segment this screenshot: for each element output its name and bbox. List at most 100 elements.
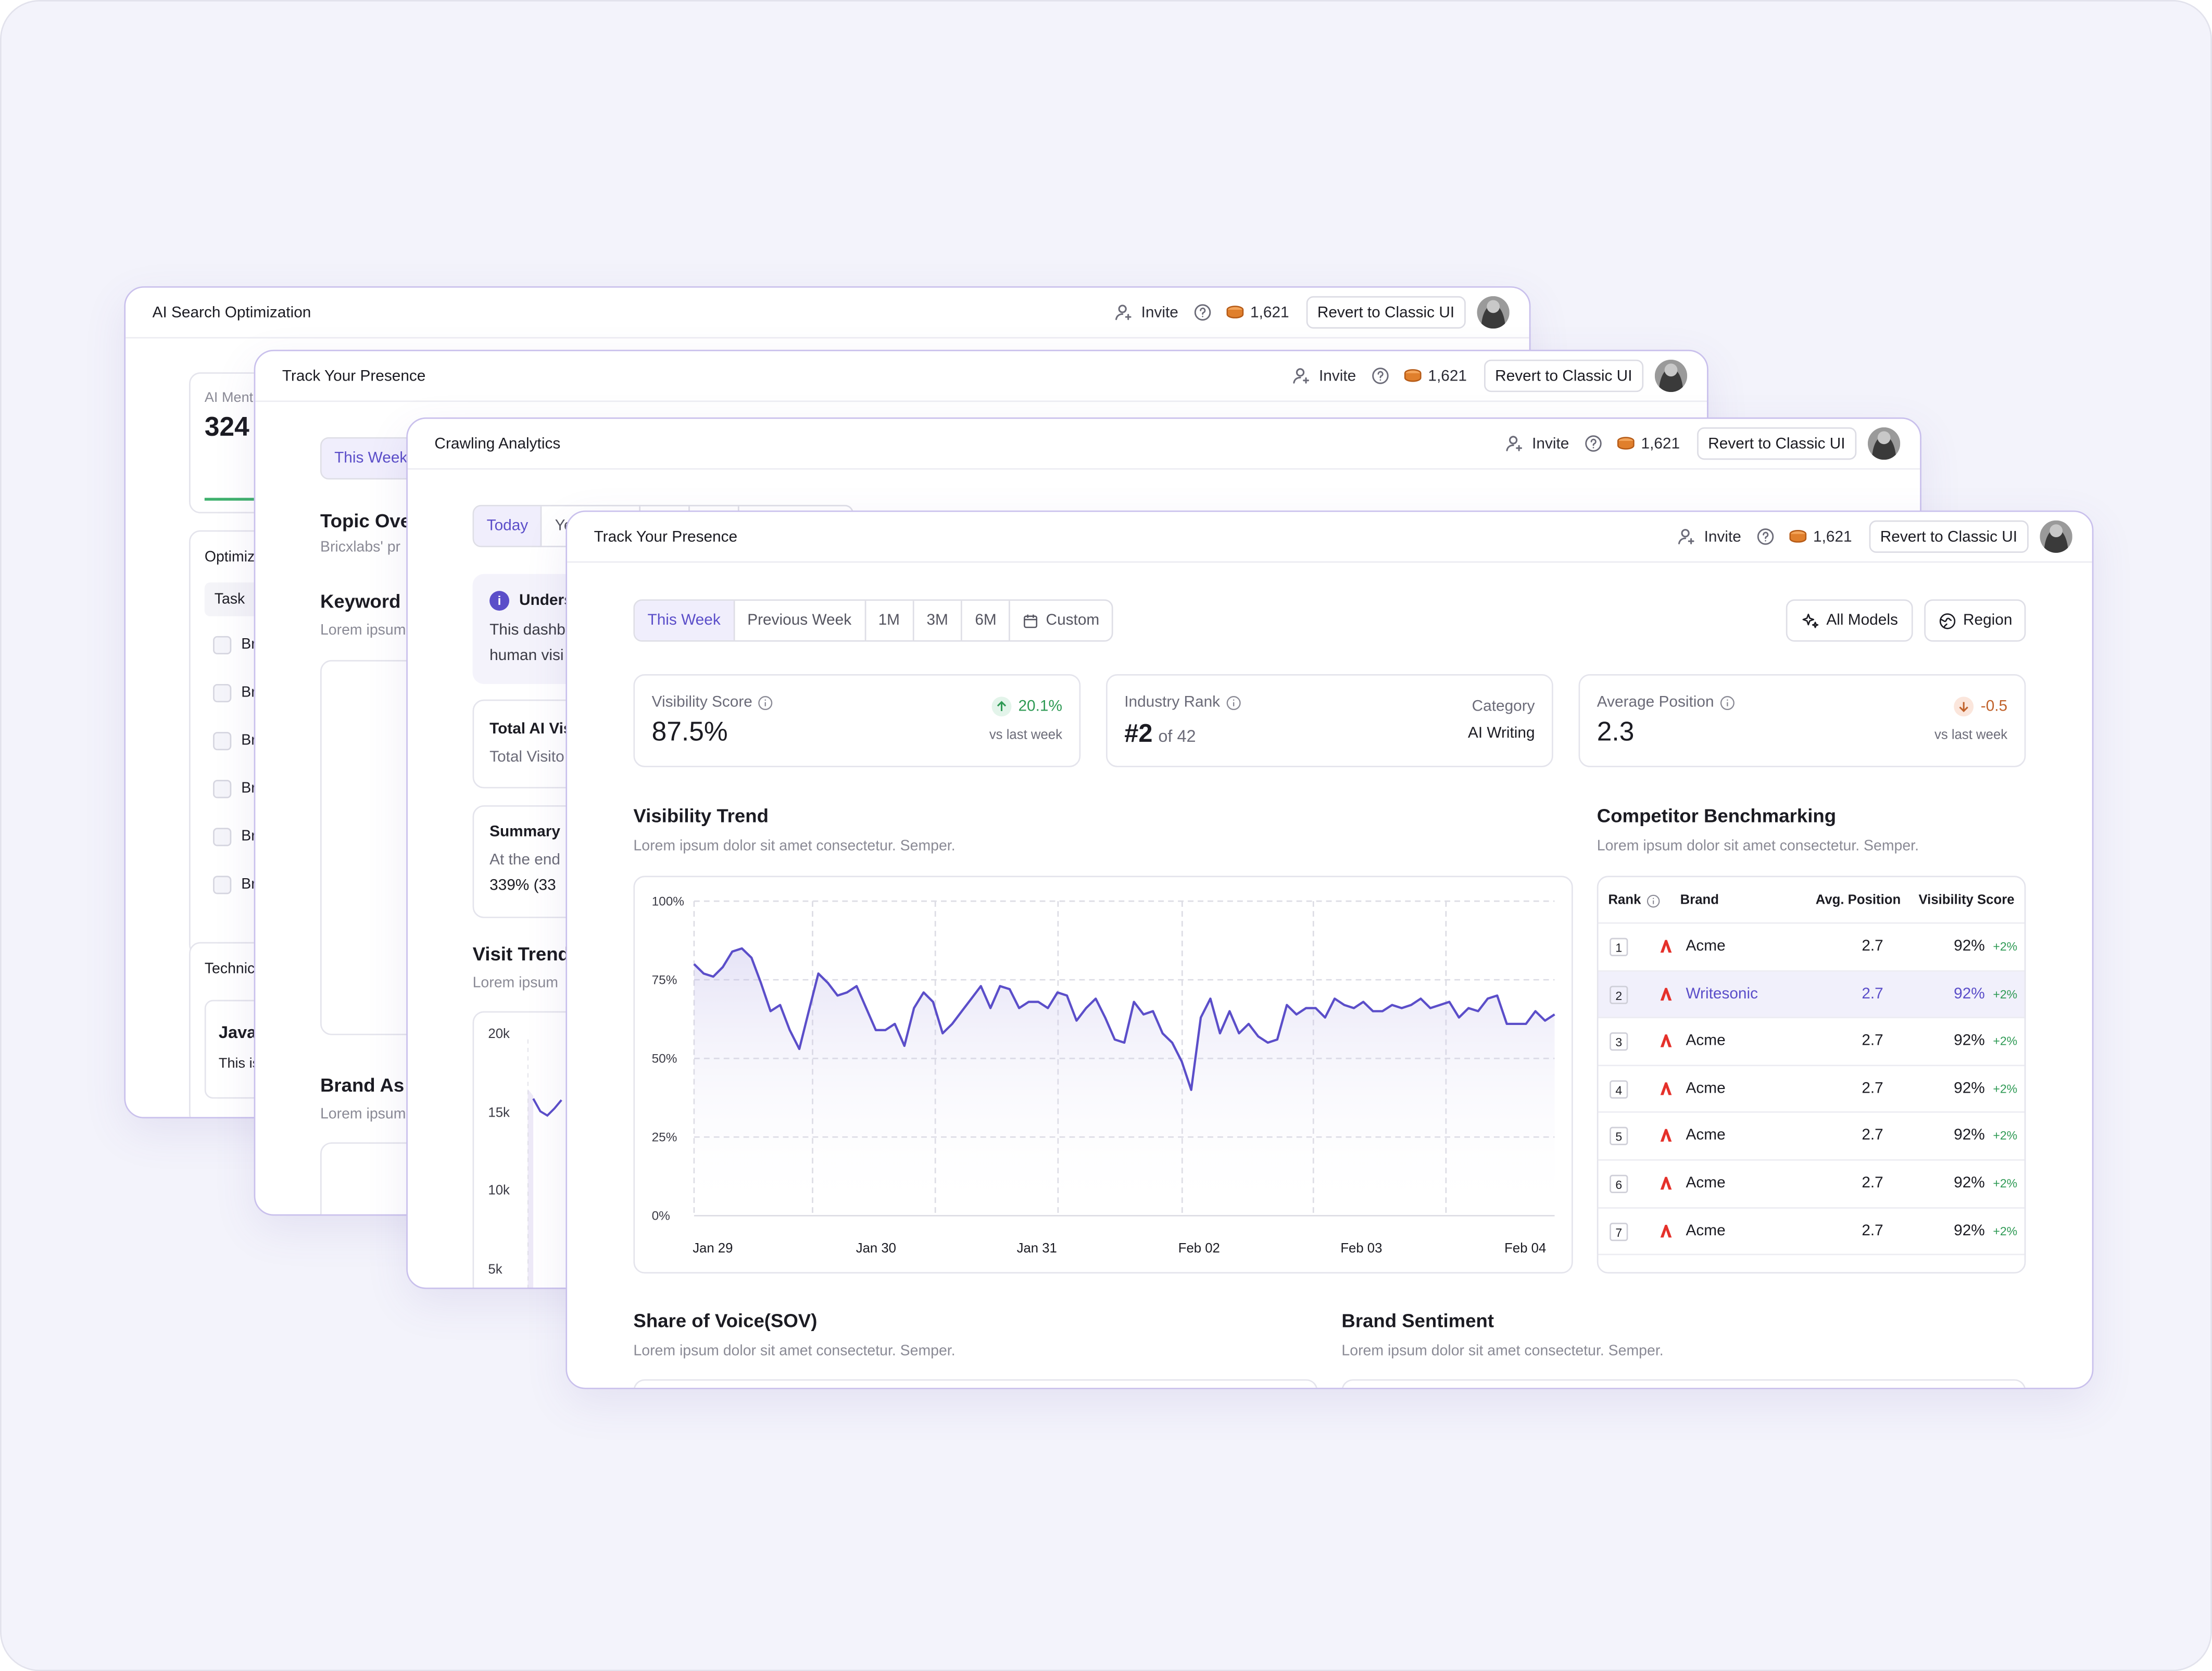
- info-icon[interactable]: [1226, 694, 1241, 710]
- task-checkbox[interactable]: [213, 876, 232, 894]
- help-icon[interactable]: [1757, 527, 1775, 546]
- rank-badge: 2: [1610, 985, 1628, 1004]
- competitor-table: Rank Brand Avg. Position Visibility Scor…: [1597, 876, 2026, 1274]
- score-change: +2%: [1993, 986, 2018, 1001]
- region-label: Region: [1963, 612, 2013, 629]
- avatar[interactable]: [1654, 359, 1688, 393]
- info-icon[interactable]: [1647, 893, 1661, 907]
- coin-stack-icon: [1790, 530, 1807, 543]
- info-icon[interactable]: [1719, 694, 1735, 710]
- brand-subtitle: Lorem ipsum: [320, 1105, 406, 1123]
- tab-1m[interactable]: 1M: [865, 601, 914, 640]
- credits-counter: 1,621: [1789, 528, 1852, 546]
- arrow-up-icon: [991, 697, 1011, 717]
- y-tick-label: 100%: [652, 894, 684, 908]
- task-row-label: Br: [241, 683, 256, 701]
- industry-rank-card: Industry Rank #2 of 42 Category AI Writi…: [1105, 674, 1553, 767]
- topbar: Track Your Presence Invite 1,621 Revert …: [567, 512, 2092, 563]
- visibility-score-label: Visibility Score: [651, 693, 752, 711]
- tab-6m[interactable]: 6M: [962, 601, 1011, 640]
- revert-classic-ui-button[interactable]: Revert to Classic UI: [1306, 296, 1466, 329]
- coin-stack-icon: [1617, 437, 1635, 450]
- avatar[interactable]: [1477, 296, 1510, 329]
- task-checkbox[interactable]: [213, 732, 232, 751]
- avatar[interactable]: [2040, 520, 2072, 553]
- tab-this-week[interactable]: This Week: [321, 438, 420, 478]
- period-tabs: This Week Previous Week 1M 3M 6M Custom: [633, 599, 1114, 642]
- category-label: Category: [1472, 698, 1535, 715]
- rank-badge: 7: [1610, 1222, 1628, 1240]
- help-icon[interactable]: [1585, 434, 1603, 452]
- avg-position: 2.7: [1862, 1174, 1883, 1192]
- table-row[interactable]: 3 Acme 2.7 92% +2%: [1598, 1019, 2025, 1066]
- brand-name: Acme: [1686, 1127, 1726, 1145]
- tab-today[interactable]: Today: [474, 506, 543, 546]
- credits-value: 1,621: [1813, 528, 1852, 546]
- task-checkbox[interactable]: [213, 683, 232, 703]
- region-button[interactable]: Region: [1924, 599, 2026, 642]
- optimization-label: Optimiz: [204, 548, 255, 566]
- average-position-value: 2.3: [1597, 717, 1635, 748]
- table-row[interactable]: 6 Acme 2.7 92% +2%: [1598, 1161, 2025, 1208]
- credits-value: 1,621: [1641, 435, 1680, 452]
- competitor-title: Competitor Benchmarking: [1597, 805, 1837, 827]
- y-tick-label: 75%: [652, 973, 677, 987]
- competitor-subtitle: Lorem ipsum dolor sit amet consectetur. …: [1597, 838, 1919, 855]
- invite-button[interactable]: Invite: [1677, 527, 1741, 546]
- summary-title: Summary: [489, 824, 560, 841]
- rank-badge: 3: [1610, 1032, 1628, 1051]
- period-tabs: This Week: [320, 437, 422, 480]
- task-checkbox[interactable]: [213, 780, 232, 799]
- help-icon[interactable]: [1372, 366, 1390, 385]
- visibility-score: 92%: [1954, 985, 1985, 1003]
- table-row[interactable]: 2 Writesonic 2.7 92% +2%: [1598, 971, 2025, 1019]
- info-icon[interactable]: [758, 694, 774, 710]
- invite-button[interactable]: Invite: [1114, 303, 1178, 321]
- globe-icon: [1939, 612, 1955, 629]
- y-tick-label: 50%: [652, 1052, 677, 1066]
- user-plus-icon: [1506, 436, 1522, 451]
- visibility-score-note: vs last week: [989, 727, 1063, 743]
- table-row[interactable]: 7 Acme 2.7 92% +2%: [1598, 1208, 2025, 1256]
- tab-this-week[interactable]: This Week: [635, 601, 735, 640]
- series-area: [694, 948, 1555, 1216]
- invite-button[interactable]: Invite: [1292, 366, 1356, 385]
- industry-rank-value: #2: [1124, 719, 1153, 748]
- keyword-subtitle: Lorem ipsum: [320, 622, 406, 639]
- task-row-label: Br: [241, 876, 256, 893]
- all-models-label: All Models: [1826, 612, 1898, 629]
- avg-position: 2.7: [1862, 985, 1883, 1003]
- summary-line: At the end: [489, 852, 560, 869]
- all-models-button[interactable]: All Models: [1786, 599, 1913, 642]
- tab-previous-week[interactable]: Previous Week: [735, 601, 866, 640]
- revert-classic-ui-button[interactable]: Revert to Classic UI: [1484, 359, 1644, 393]
- table-row[interactable]: 5 Acme 2.7 92% +2%: [1598, 1113, 2025, 1161]
- revert-classic-ui-button[interactable]: Revert to Classic UI: [1869, 520, 2029, 553]
- y-tick-label: 10k: [488, 1183, 510, 1199]
- task-row-label: Br: [241, 732, 256, 749]
- brand-logo-icon: [1660, 1176, 1672, 1190]
- help-icon[interactable]: [1194, 303, 1212, 321]
- tab-custom[interactable]: Custom: [1011, 601, 1112, 640]
- window-title: Crawling Analytics: [434, 435, 561, 452]
- task-checkbox[interactable]: [213, 636, 232, 655]
- coin-stack-icon: [1227, 306, 1244, 319]
- revert-classic-ui-button[interactable]: Revert to Classic UI: [1696, 427, 1857, 460]
- tab-3m[interactable]: 3M: [914, 601, 962, 640]
- invite-button[interactable]: Invite: [1505, 434, 1569, 452]
- sparkline: [204, 498, 290, 500]
- notice-line: This dashb: [489, 622, 565, 639]
- avatar[interactable]: [1867, 427, 1901, 460]
- task-row-label: Br: [241, 636, 256, 653]
- x-tick-label: Jan 31: [1017, 1241, 1057, 1256]
- table-row[interactable]: 1 Acme 2.7 92% +2%: [1598, 924, 2025, 971]
- window-title: Track Your Presence: [594, 528, 738, 546]
- metric-value: 324: [204, 413, 249, 443]
- task-checkbox[interactable]: [213, 828, 232, 846]
- brand-logo-icon: [1660, 1034, 1672, 1048]
- calendar-icon: [1024, 614, 1038, 628]
- sentiment-panel: [1341, 1379, 2026, 1388]
- average-position-label: Average Position: [1597, 693, 1714, 711]
- table-row[interactable]: 4 Acme 2.7 92% +2%: [1598, 1066, 2025, 1113]
